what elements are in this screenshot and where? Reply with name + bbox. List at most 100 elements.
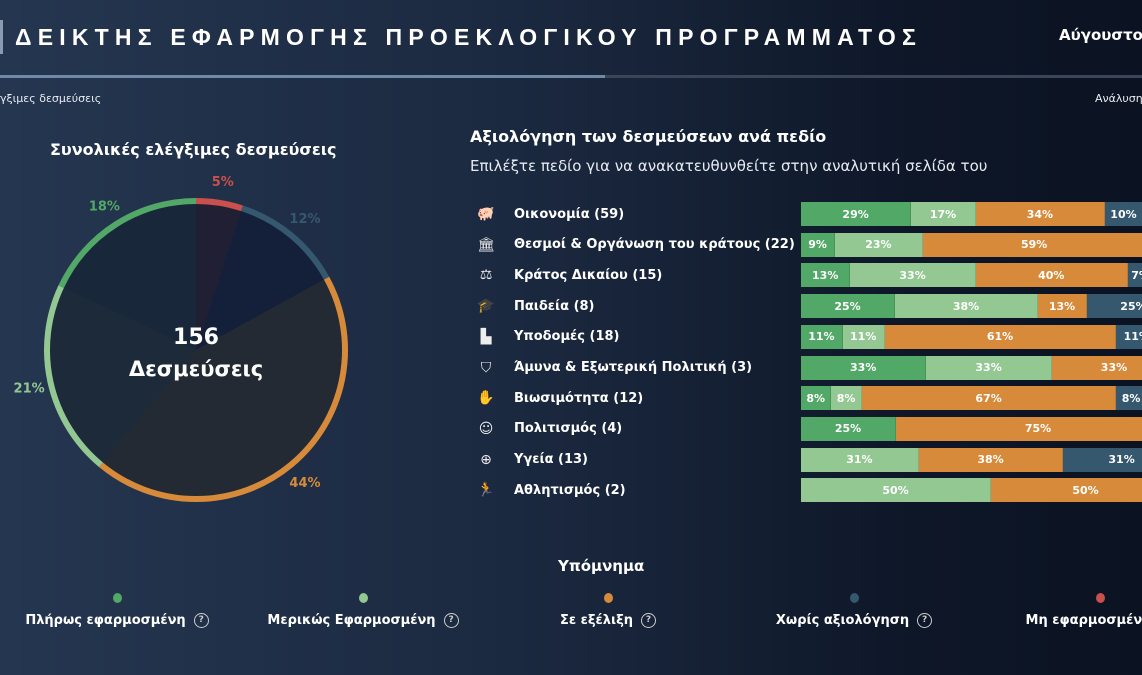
field-stacked-bar[interactable]: 11%11%61%11%6% <box>801 324 1142 349</box>
bar-segment[interactable]: 13% <box>1038 294 1087 319</box>
help-icon[interactable]: ? <box>193 613 209 628</box>
bar-segment[interactable]: 33% <box>1051 355 1142 380</box>
field-row[interactable]: 🎓Παιδεία (8)25%38%13%25% <box>476 294 1142 319</box>
theater-masks-icon: ☺ <box>478 420 494 437</box>
field-row[interactable]: 🐖 Οικονομία (59) 29%17%34%10%10% <box>476 202 1142 226</box>
pie-slice-label: 18% <box>89 200 120 215</box>
bar-segment[interactable]: 50% <box>801 478 991 503</box>
field-stacked-bar[interactable]: 50% 50% <box>801 478 1142 503</box>
bar-segment[interactable]: 7% <box>1127 263 1142 288</box>
progress-fill <box>0 75 606 78</box>
gavel-icon: ⚖ <box>479 267 493 284</box>
legend-dot <box>112 593 122 603</box>
pie-slice-label: 12% <box>289 212 320 227</box>
bar-segment[interactable]: 38% <box>918 447 1064 472</box>
field-row[interactable]: ⊕ Υγεία (13) 31% 38% 31% <box>476 447 1142 472</box>
pie-title: Συνολικές ελέγξιμες δεσμεύσεις <box>50 140 337 159</box>
bar-segment[interactable]: 9% <box>801 232 836 257</box>
bar-segment[interactable]: 61% <box>884 324 1117 349</box>
page-title: ΔΕΙΚΤΗΣ ΕΦΑΡΜΟΓΗΣ ΠΡΟΕΚΛΟΓΙΚΟΥ ΠΡΟΓΡΑΜΜΑ… <box>0 20 922 54</box>
bar-segment[interactable]: 11% <box>801 324 843 349</box>
field-row[interactable]: ☺ Πολιτισμός (4) 25% 75% <box>476 416 1142 441</box>
legend-item: Σε εξέλιξη? <box>508 593 708 628</box>
legend-label: Μη εφαρμοσμένη <box>1025 613 1142 628</box>
field-label: Άμυνα & Εξωτερική Πολιτική (3) <box>514 360 753 375</box>
bar-segment[interactable]: 38% <box>895 294 1039 319</box>
tab-progress-bar <box>0 75 1142 78</box>
field-label: Παιδεία (8) <box>514 298 595 314</box>
pie-slice-label: 44% <box>289 476 320 491</box>
building-icon: ▙ <box>480 328 492 345</box>
bar-segment[interactable]: 11% <box>1116 324 1142 349</box>
field-row[interactable]: ▙ Υποδομές (18) 11%11%61%11%6% <box>476 324 1142 349</box>
pie-slice[interactable] <box>101 278 346 499</box>
bar-segment[interactable]: 50% <box>991 478 1142 503</box>
pie-slice[interactable] <box>196 201 243 350</box>
field-label: Υγεία (13) <box>514 452 589 468</box>
legend-dot <box>358 593 368 603</box>
bar-segment[interactable]: 25% <box>801 294 896 319</box>
field-label: Οικονομία (59) <box>514 206 625 222</box>
field-row[interactable]: ⛉ Άμυνα & Εξωτερική Πολιτική (3) 33% 33% 33% <box>476 355 1142 380</box>
health-plus-icon: ⊕ <box>480 451 492 468</box>
tab-analysis[interactable]: Ανάλυση <box>1095 92 1142 105</box>
bar-segment[interactable]: 23% <box>835 232 923 257</box>
field-row[interactable]: ✋ Βιωσιμότητα (12) 8%8%67%8%8% <box>476 386 1142 411</box>
field-stacked-bar[interactable]: 9%23%59%9% <box>801 232 1142 257</box>
field-stacked-bar[interactable]: 25% 75% <box>801 416 1142 441</box>
field-label: Θεσμοί & Οργάνωση του κράτους (22) <box>514 237 795 253</box>
tab-checkable-commitments[interactable]: έγξιμες δεσμεύσεις <box>0 92 102 105</box>
field-row[interactable]: 🏛 Θεσμοί & Οργάνωση του κράτους (22) 9% 23%… <box>476 232 1142 257</box>
legend-dot <box>603 593 613 603</box>
bar-segment[interactable]: 13% <box>801 263 851 288</box>
field-stacked-bar[interactable]: 25%38%13%25% <box>801 294 1142 319</box>
field-stacked-bar[interactable]: 33% 33% 33% <box>801 355 1142 380</box>
bar-segment[interactable]: 17% <box>911 202 976 226</box>
legend-item: Πλήρως εφαρμοσμένη? <box>17 593 217 628</box>
bar-segment[interactable]: 8% <box>831 386 862 411</box>
bar-segment[interactable]: 10% <box>1104 202 1142 226</box>
bar-segment[interactable]: 67% <box>861 386 1117 411</box>
field-row[interactable]: 🏃 Αθλητισμός (2) 50% 50% <box>476 478 1142 503</box>
bar-segment[interactable]: 8% <box>801 386 832 411</box>
help-icon[interactable]: ? <box>641 613 657 628</box>
bar-segment[interactable]: 40% <box>975 263 1128 288</box>
bar-segment[interactable]: 34% <box>975 202 1105 226</box>
bar-segment[interactable]: 25% <box>1086 294 1142 319</box>
pie-slice-rim <box>99 276 348 502</box>
pie-slice[interactable] <box>47 286 196 465</box>
bar-segment[interactable]: 31% <box>1063 447 1142 472</box>
bar-segment[interactable]: 33% <box>926 355 1052 380</box>
bar-segment[interactable]: 29% <box>801 202 912 226</box>
legend-item: Χωρίς αξιολόγηση? <box>754 593 954 628</box>
pie-total-label: Δεσμεύσεις <box>128 357 264 381</box>
bar-segment[interactable]: 8% <box>1116 386 1142 411</box>
field-row[interactable]: ⚖ Κράτος Δικαίου (15) 13%33%40%7%7% <box>476 263 1142 288</box>
plant-hand-icon: ✋ <box>477 390 495 407</box>
pie-slice[interactable] <box>61 201 196 350</box>
field-stacked-bar[interactable]: 8%8%67%8%8% <box>801 386 1142 411</box>
bar-segment[interactable]: 25% <box>801 416 896 441</box>
pie-chart: 5% 12% 44% 21% 18% <box>14 175 348 502</box>
legend-dot <box>849 593 859 603</box>
help-icon[interactable]: ? <box>917 613 933 628</box>
bar-segment[interactable]: 33% <box>850 263 976 288</box>
pie-slice-label: 5% <box>212 175 234 190</box>
legend-title: Υπόμνημα <box>558 557 645 575</box>
legend-label: Χωρίς αξιολόγηση <box>775 613 910 628</box>
field-stacked-bar[interactable]: 31% 38% 31% <box>801 447 1142 472</box>
bar-segment[interactable]: 33% <box>801 355 927 380</box>
bar-segment[interactable]: 31% <box>801 447 919 472</box>
field-label: Αθλητισμός (2) <box>514 482 626 498</box>
field-stacked-bar[interactable]: 29%17%34%10%10% <box>801 202 1142 226</box>
date-selector[interactable]: Αύγουστος <box>1059 26 1142 44</box>
legend-label: Πλήρως εφαρμοσμένη <box>25 613 186 628</box>
field-label: Υποδομές (18) <box>514 329 620 345</box>
pie-slice-rim <box>241 205 330 280</box>
help-icon[interactable]: ? <box>443 613 459 628</box>
field-stacked-bar[interactable]: 13%33%40%7%7% <box>801 263 1142 288</box>
bar-segment[interactable]: 11% <box>842 324 885 349</box>
pie-slice[interactable] <box>196 208 327 350</box>
bar-segment[interactable]: 59% <box>922 232 1142 257</box>
bar-segment[interactable]: 75% <box>896 416 1142 441</box>
